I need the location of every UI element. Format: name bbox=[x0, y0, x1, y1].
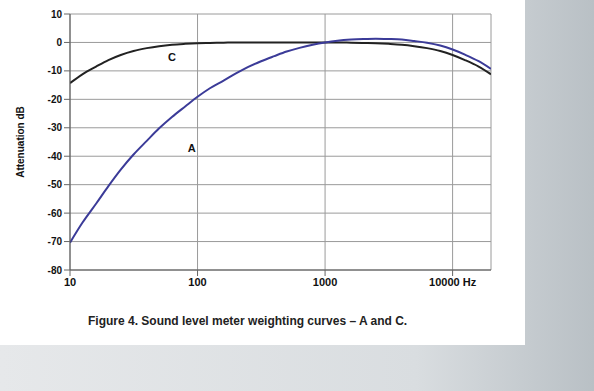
svg-text:0: 0 bbox=[56, 37, 62, 48]
svg-text:1000: 1000 bbox=[313, 276, 337, 288]
svg-text:-50: -50 bbox=[48, 179, 63, 190]
svg-text:100: 100 bbox=[188, 276, 206, 288]
svg-text:C: C bbox=[168, 51, 176, 63]
svg-text:-80: -80 bbox=[48, 265, 63, 276]
svg-text:A: A bbox=[188, 142, 196, 154]
svg-text:-20: -20 bbox=[48, 94, 63, 105]
html-text:Figure 4. Sound level meter we: Figure 4. Sound level meter weighting cu… bbox=[88, 314, 408, 328]
svg-text:10: 10 bbox=[64, 276, 76, 288]
svg-text:Attenuation dB: Attenuation dB bbox=[15, 106, 26, 178]
svg-text:-30: -30 bbox=[48, 122, 63, 133]
svg-text:-40: -40 bbox=[48, 151, 63, 162]
svg-text:-60: -60 bbox=[48, 208, 63, 219]
svg-text:10000 Hz: 10000 Hz bbox=[429, 276, 477, 288]
svg-text:10: 10 bbox=[51, 9, 63, 20]
svg-text:-70: -70 bbox=[48, 236, 63, 247]
svg-text:-10: -10 bbox=[48, 65, 63, 76]
